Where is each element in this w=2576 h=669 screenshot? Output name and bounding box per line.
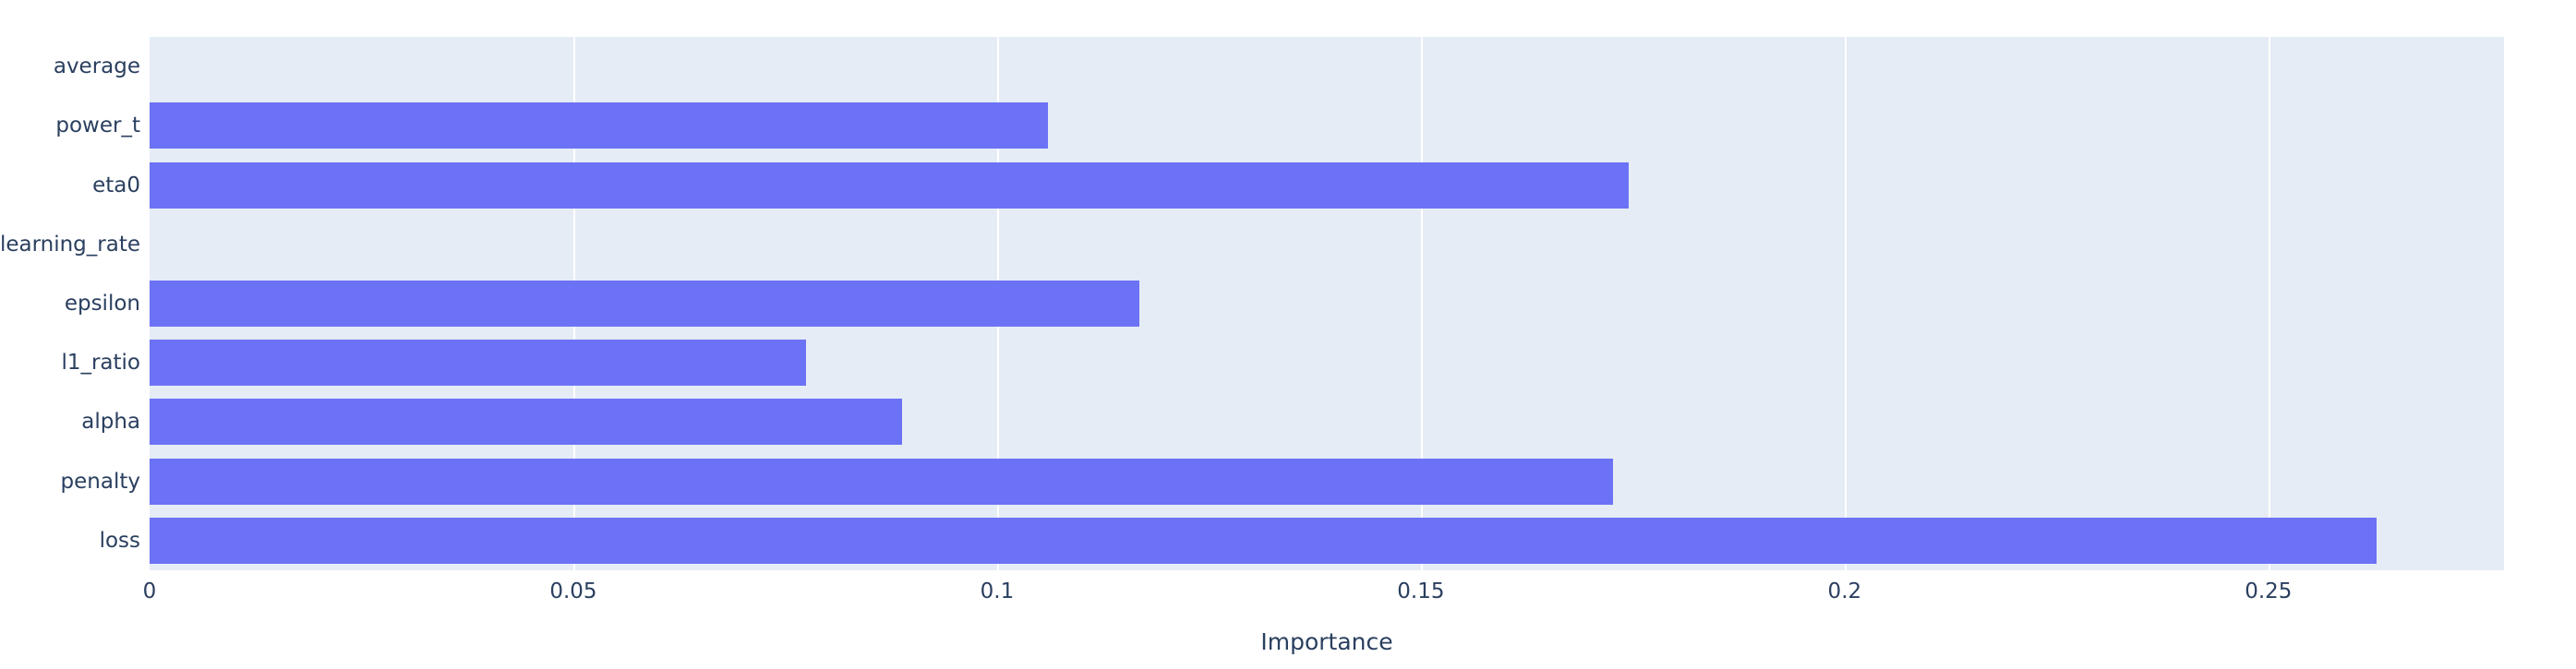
bar-row[interactable] [150, 280, 2504, 328]
y-tick-penalty: penalty [60, 469, 140, 494]
bar-row[interactable] [150, 102, 2504, 149]
bar-alpha[interactable] [150, 399, 903, 446]
gridline-x-4 [1844, 37, 1847, 570]
y-tick-epsilon: epsilon [64, 292, 140, 316]
x-tick-0.25: 0.25 [2245, 579, 2293, 603]
x-tick-0.05: 0.05 [549, 579, 597, 603]
x-tick-0.15: 0.15 [1397, 579, 1445, 603]
x-axis-title: Importance [1260, 628, 1393, 655]
bar-row[interactable] [150, 458, 2504, 505]
bar-row[interactable] [150, 221, 2504, 268]
bar-row[interactable] [150, 340, 2504, 387]
bar-row[interactable] [150, 399, 2504, 446]
bar-series [150, 37, 2504, 570]
bar-loss[interactable] [150, 517, 2377, 564]
bar-row[interactable] [150, 43, 2504, 90]
y-tick-loss: loss [99, 528, 140, 553]
x-tick-0.2: 0.2 [1827, 579, 1862, 603]
gridline-x-3 [1420, 37, 1423, 570]
y-tick-learning_rate: learning_rate [0, 232, 140, 257]
x-tick-0: 0 [142, 579, 157, 603]
bar-eta0[interactable] [150, 161, 1629, 209]
y-tick-average: average [53, 54, 140, 79]
bar-penalty[interactable] [150, 458, 1614, 505]
y-tick-power_t: power_t [55, 113, 140, 138]
y-tick-alpha: alpha [81, 410, 140, 435]
bar-epsilon[interactable] [150, 280, 1140, 328]
bar-row[interactable] [150, 161, 2504, 209]
bar-row[interactable] [150, 517, 2504, 564]
bar-l1_ratio[interactable] [150, 340, 807, 387]
y-tick-eta0: eta0 [92, 173, 140, 197]
bar-power_t[interactable] [150, 102, 1048, 149]
plot-area [150, 37, 2504, 570]
gridline-x-5 [2268, 37, 2270, 570]
x-tick-0.1: 0.1 [980, 579, 1015, 603]
y-tick-l1_ratio: l1_ratio [61, 351, 140, 376]
